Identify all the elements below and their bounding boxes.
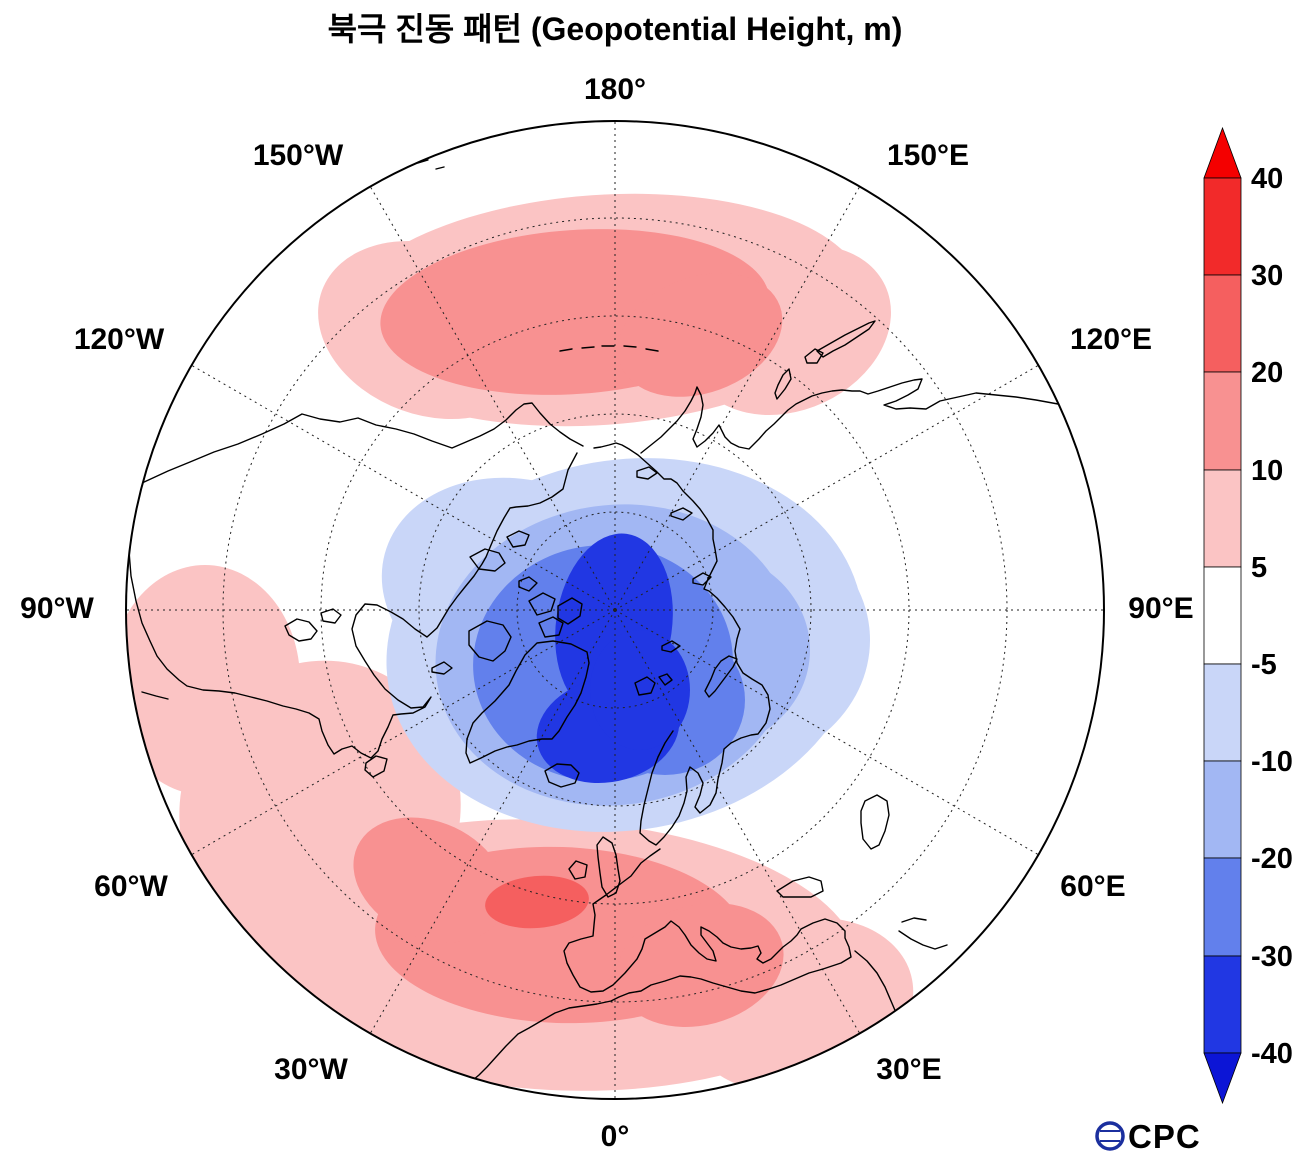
colorbar-arrow-bottom bbox=[1203, 1052, 1242, 1105]
lon-label-120e: 120°E bbox=[1070, 323, 1152, 356]
colorbar-tick-label: -10 bbox=[1251, 746, 1293, 778]
cpc-logo: CPC bbox=[1095, 1118, 1201, 1155]
contour-fill-pacific-plus10 bbox=[380, 229, 783, 397]
colorbar-tick-label: -40 bbox=[1251, 1038, 1293, 1070]
colorbar-band-m5-5 bbox=[1203, 566, 1242, 665]
lon-label-60e: 60°E bbox=[1060, 870, 1125, 903]
colorbar-band-m10-m5 bbox=[1203, 663, 1242, 762]
chart-title: 북극 진동 패턴 (Geopotential Height, m) bbox=[328, 11, 903, 47]
lon-label-0: 0° bbox=[601, 1120, 630, 1153]
logo-text: CPC bbox=[1128, 1118, 1201, 1155]
cpc-globe-icon bbox=[1095, 1121, 1125, 1151]
colorbar-tick-label: -30 bbox=[1251, 941, 1293, 973]
lon-label-90e: 90°E bbox=[1128, 592, 1193, 625]
lon-label-30e: 30°E bbox=[876, 1053, 941, 1086]
colorbar-band-30-40 bbox=[1203, 177, 1242, 276]
colorbar-band-m40-m30 bbox=[1203, 955, 1242, 1054]
colorbar-tick-label: -5 bbox=[1251, 649, 1277, 681]
lon-label-180: 180° bbox=[584, 73, 646, 106]
colorbar-tick-labels: 40 30 20 10 5 -5 -10 -20 -30 -40 bbox=[1251, 163, 1293, 1070]
contour-fill-atlantic-plus10 bbox=[353, 817, 784, 1027]
lon-label-90w: 90°W bbox=[20, 592, 94, 625]
colorbar-band-20-30 bbox=[1203, 274, 1242, 373]
colorbar bbox=[1203, 126, 1242, 1105]
colorbar-band-10-20 bbox=[1203, 371, 1242, 471]
lon-label-150w: 150°W bbox=[253, 139, 344, 172]
colorbar-tick-label: 40 bbox=[1251, 163, 1283, 195]
colorbar-tick-label: 5 bbox=[1251, 552, 1267, 584]
contour-fill-atlantic-plus20 bbox=[485, 875, 589, 929]
lon-label-120w: 120°W bbox=[74, 323, 165, 356]
lon-label-30w: 30°W bbox=[274, 1053, 348, 1086]
anomaly-shading bbox=[126, 193, 914, 1093]
colorbar-band-m30-m20 bbox=[1203, 857, 1242, 957]
map-boundary-circle bbox=[125, 120, 1105, 1100]
colorbar-band-m20-m10 bbox=[1203, 760, 1242, 859]
lon-label-60w: 60°W bbox=[94, 870, 168, 903]
colorbar-tick-label: 20 bbox=[1251, 357, 1283, 389]
lon-label-150e: 150°E bbox=[887, 139, 969, 172]
coastlines bbox=[128, 159, 1059, 1081]
colorbar-tick-label: -20 bbox=[1251, 843, 1293, 875]
polar-map: 180° 150°W 150°E 120°W 120°E 90°W 90°E 6… bbox=[20, 73, 1194, 1153]
colorbar-band-5-10 bbox=[1203, 469, 1242, 568]
colorbar-tick-label: 30 bbox=[1251, 260, 1283, 292]
colorbar-arrow-top bbox=[1203, 126, 1242, 179]
colorbar-tick-label: 10 bbox=[1251, 455, 1283, 487]
graticule bbox=[126, 121, 1104, 1099]
